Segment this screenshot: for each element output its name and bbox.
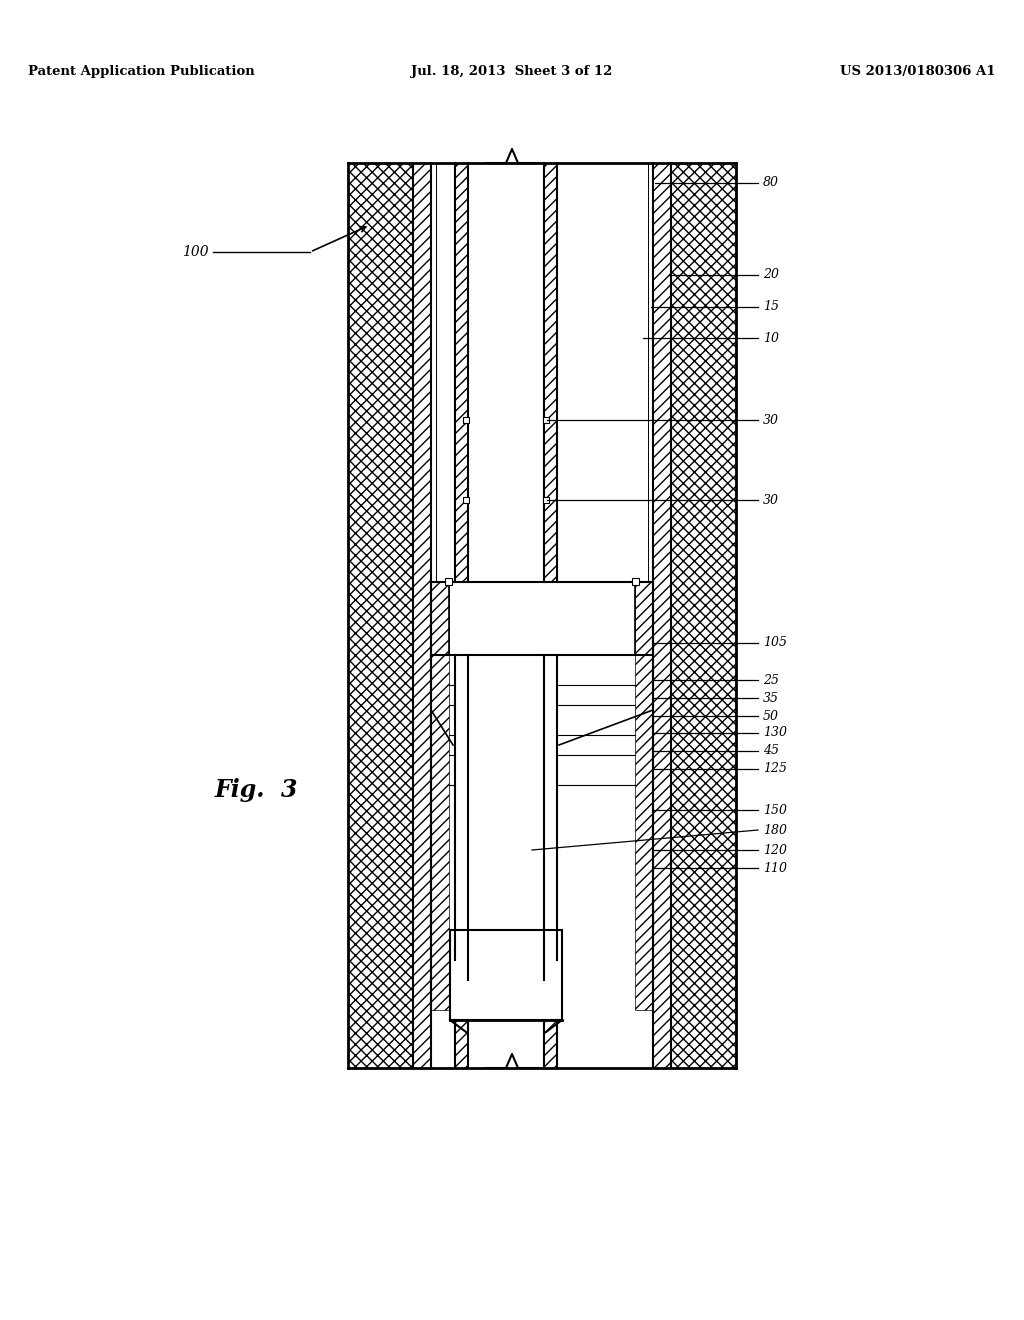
Bar	[450, 931, 562, 1020]
Text: 105: 105	[763, 636, 787, 649]
Bar	[632, 578, 639, 585]
Text: Fig.  3: Fig. 3	[215, 777, 299, 803]
Text: 45: 45	[763, 744, 779, 758]
Bar	[431, 582, 449, 655]
Bar	[431, 655, 449, 1010]
Text: Jul. 18, 2013  Sheet 3 of 12: Jul. 18, 2013 Sheet 3 of 12	[412, 66, 612, 78]
Bar	[544, 162, 557, 582]
Bar	[653, 162, 671, 1068]
Text: Patent Application Publication: Patent Application Publication	[28, 66, 255, 78]
Text: 15: 15	[763, 301, 779, 314]
Text: 30: 30	[763, 494, 779, 507]
Text: 80: 80	[763, 177, 779, 190]
Bar	[445, 578, 452, 585]
Text: 25: 25	[763, 673, 779, 686]
Text: 180: 180	[763, 824, 787, 837]
Bar	[635, 582, 653, 655]
Bar	[463, 498, 469, 503]
Text: 35: 35	[763, 692, 779, 705]
Text: 125: 125	[763, 763, 787, 776]
Text: 100: 100	[182, 246, 209, 259]
Text: 120: 120	[763, 843, 787, 857]
Bar	[413, 162, 431, 1068]
Bar	[543, 417, 549, 422]
Text: 150: 150	[763, 804, 787, 817]
Text: 30: 30	[763, 413, 779, 426]
Bar	[635, 655, 653, 1010]
Bar	[463, 417, 469, 422]
Text: 110: 110	[763, 862, 787, 874]
Bar	[544, 1020, 557, 1068]
Bar	[455, 1020, 468, 1068]
Bar	[455, 162, 468, 582]
Bar	[348, 162, 413, 1068]
Bar	[671, 162, 736, 1068]
Text: 130: 130	[763, 726, 787, 739]
Text: 50: 50	[763, 710, 779, 722]
Text: US 2013/0180306 A1: US 2013/0180306 A1	[841, 66, 996, 78]
Text: 20: 20	[763, 268, 779, 281]
Bar	[543, 498, 549, 503]
Text: 10: 10	[763, 331, 779, 345]
